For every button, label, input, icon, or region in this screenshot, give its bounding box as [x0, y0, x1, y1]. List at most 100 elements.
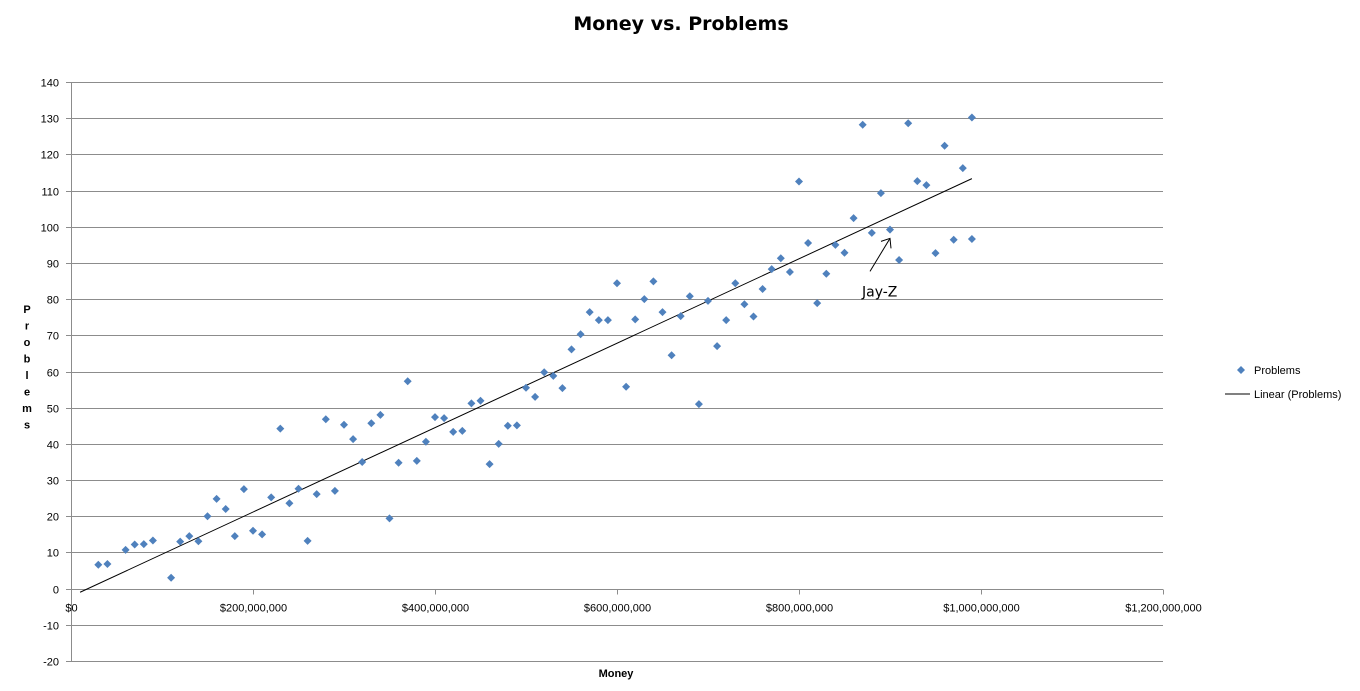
data-point	[167, 573, 176, 582]
data-point	[631, 315, 640, 324]
data-point	[394, 458, 403, 467]
data-point	[840, 248, 849, 257]
chart-title: Money vs. Problems	[573, 13, 788, 35]
y-tick-label: 50	[47, 404, 59, 416]
data-point	[904, 119, 913, 128]
data-point	[649, 277, 658, 286]
data-point	[494, 439, 503, 448]
y-axis-title-letter: l	[25, 370, 28, 382]
data-point	[740, 300, 749, 309]
y-tick-label: 130	[41, 114, 59, 126]
data-point	[831, 240, 840, 249]
data-point	[385, 514, 394, 523]
data-point	[458, 426, 467, 435]
y-axis-title-letter: o	[24, 337, 31, 349]
data-point	[412, 456, 421, 465]
data-point	[603, 316, 612, 325]
data-point	[194, 537, 203, 546]
data-point	[185, 532, 194, 541]
data-point	[94, 560, 103, 569]
y-tick-label: 40	[47, 440, 59, 452]
legend: Problems Linear (Problems)	[1225, 365, 1341, 401]
data-point	[867, 228, 876, 237]
legend-label-trend: Linear (Problems)	[1254, 389, 1341, 401]
data-point	[858, 120, 867, 129]
points-layer	[94, 113, 976, 582]
data-point	[340, 420, 348, 429]
data-point	[285, 499, 294, 508]
data-point	[940, 141, 949, 150]
data-point	[967, 113, 976, 122]
data-point	[895, 256, 904, 265]
data-point	[585, 308, 594, 317]
data-point	[558, 384, 567, 393]
x-tick-label: $0	[65, 603, 77, 615]
legend-label-problems: Problems	[1254, 365, 1301, 377]
data-point	[658, 308, 667, 317]
data-point	[804, 239, 813, 248]
data-point	[567, 345, 576, 354]
data-point	[704, 296, 712, 305]
data-point	[176, 537, 185, 546]
data-point	[676, 312, 685, 321]
data-point	[148, 536, 157, 545]
data-point	[722, 316, 731, 325]
data-point	[522, 383, 530, 392]
data-point	[886, 225, 894, 234]
legend-marker-problems	[1237, 366, 1245, 374]
data-point	[376, 410, 385, 419]
data-point	[758, 284, 767, 293]
grid	[71, 82, 1163, 662]
data-point	[303, 536, 312, 545]
data-point	[367, 419, 376, 428]
data-point	[731, 279, 740, 288]
annotation-label: Jay-Z	[861, 284, 897, 300]
data-point	[421, 437, 430, 446]
y-axis-title: Problems	[22, 304, 32, 432]
data-point	[685, 292, 694, 301]
data-point	[749, 312, 758, 321]
y-tick-label: 140	[41, 78, 59, 90]
data-point	[440, 414, 449, 423]
data-point	[449, 427, 458, 436]
data-point	[431, 413, 439, 422]
y-tick-label: 100	[41, 223, 59, 235]
annotation-layer: Jay-Z	[861, 237, 897, 300]
y-tick-label: 0	[53, 585, 59, 597]
data-point	[949, 235, 958, 244]
x-tick-label: $600,000,000	[584, 603, 651, 615]
data-point	[849, 214, 858, 223]
data-point	[312, 490, 321, 499]
data-point	[822, 269, 831, 278]
data-point	[139, 540, 148, 549]
data-point	[913, 177, 922, 186]
data-point	[640, 295, 649, 304]
y-tick-label: 30	[47, 476, 59, 488]
y-axis-title-letter: s	[24, 420, 30, 432]
y-tick-label: 110	[41, 187, 59, 199]
data-point	[785, 267, 794, 276]
data-point	[594, 316, 603, 325]
data-point	[958, 164, 967, 173]
data-point	[876, 189, 885, 198]
data-point	[813, 299, 822, 308]
x-tick-label: $1,200,000,000	[1125, 603, 1201, 615]
data-point	[349, 435, 358, 444]
data-point	[931, 249, 940, 258]
data-point	[922, 181, 931, 190]
x-axis-title: Money	[599, 668, 635, 680]
y-axis-title-letter: P	[23, 304, 30, 316]
data-point	[467, 399, 476, 408]
y-axis-title-letter: b	[24, 354, 31, 366]
y-axis-title-letter: r	[25, 321, 30, 333]
data-point	[239, 485, 248, 494]
data-point	[503, 421, 512, 430]
data-point	[230, 532, 239, 541]
data-point	[549, 371, 558, 380]
data-point	[540, 368, 549, 377]
data-point	[967, 235, 976, 244]
data-point	[776, 254, 785, 263]
data-point	[103, 560, 112, 569]
data-point	[476, 396, 485, 405]
